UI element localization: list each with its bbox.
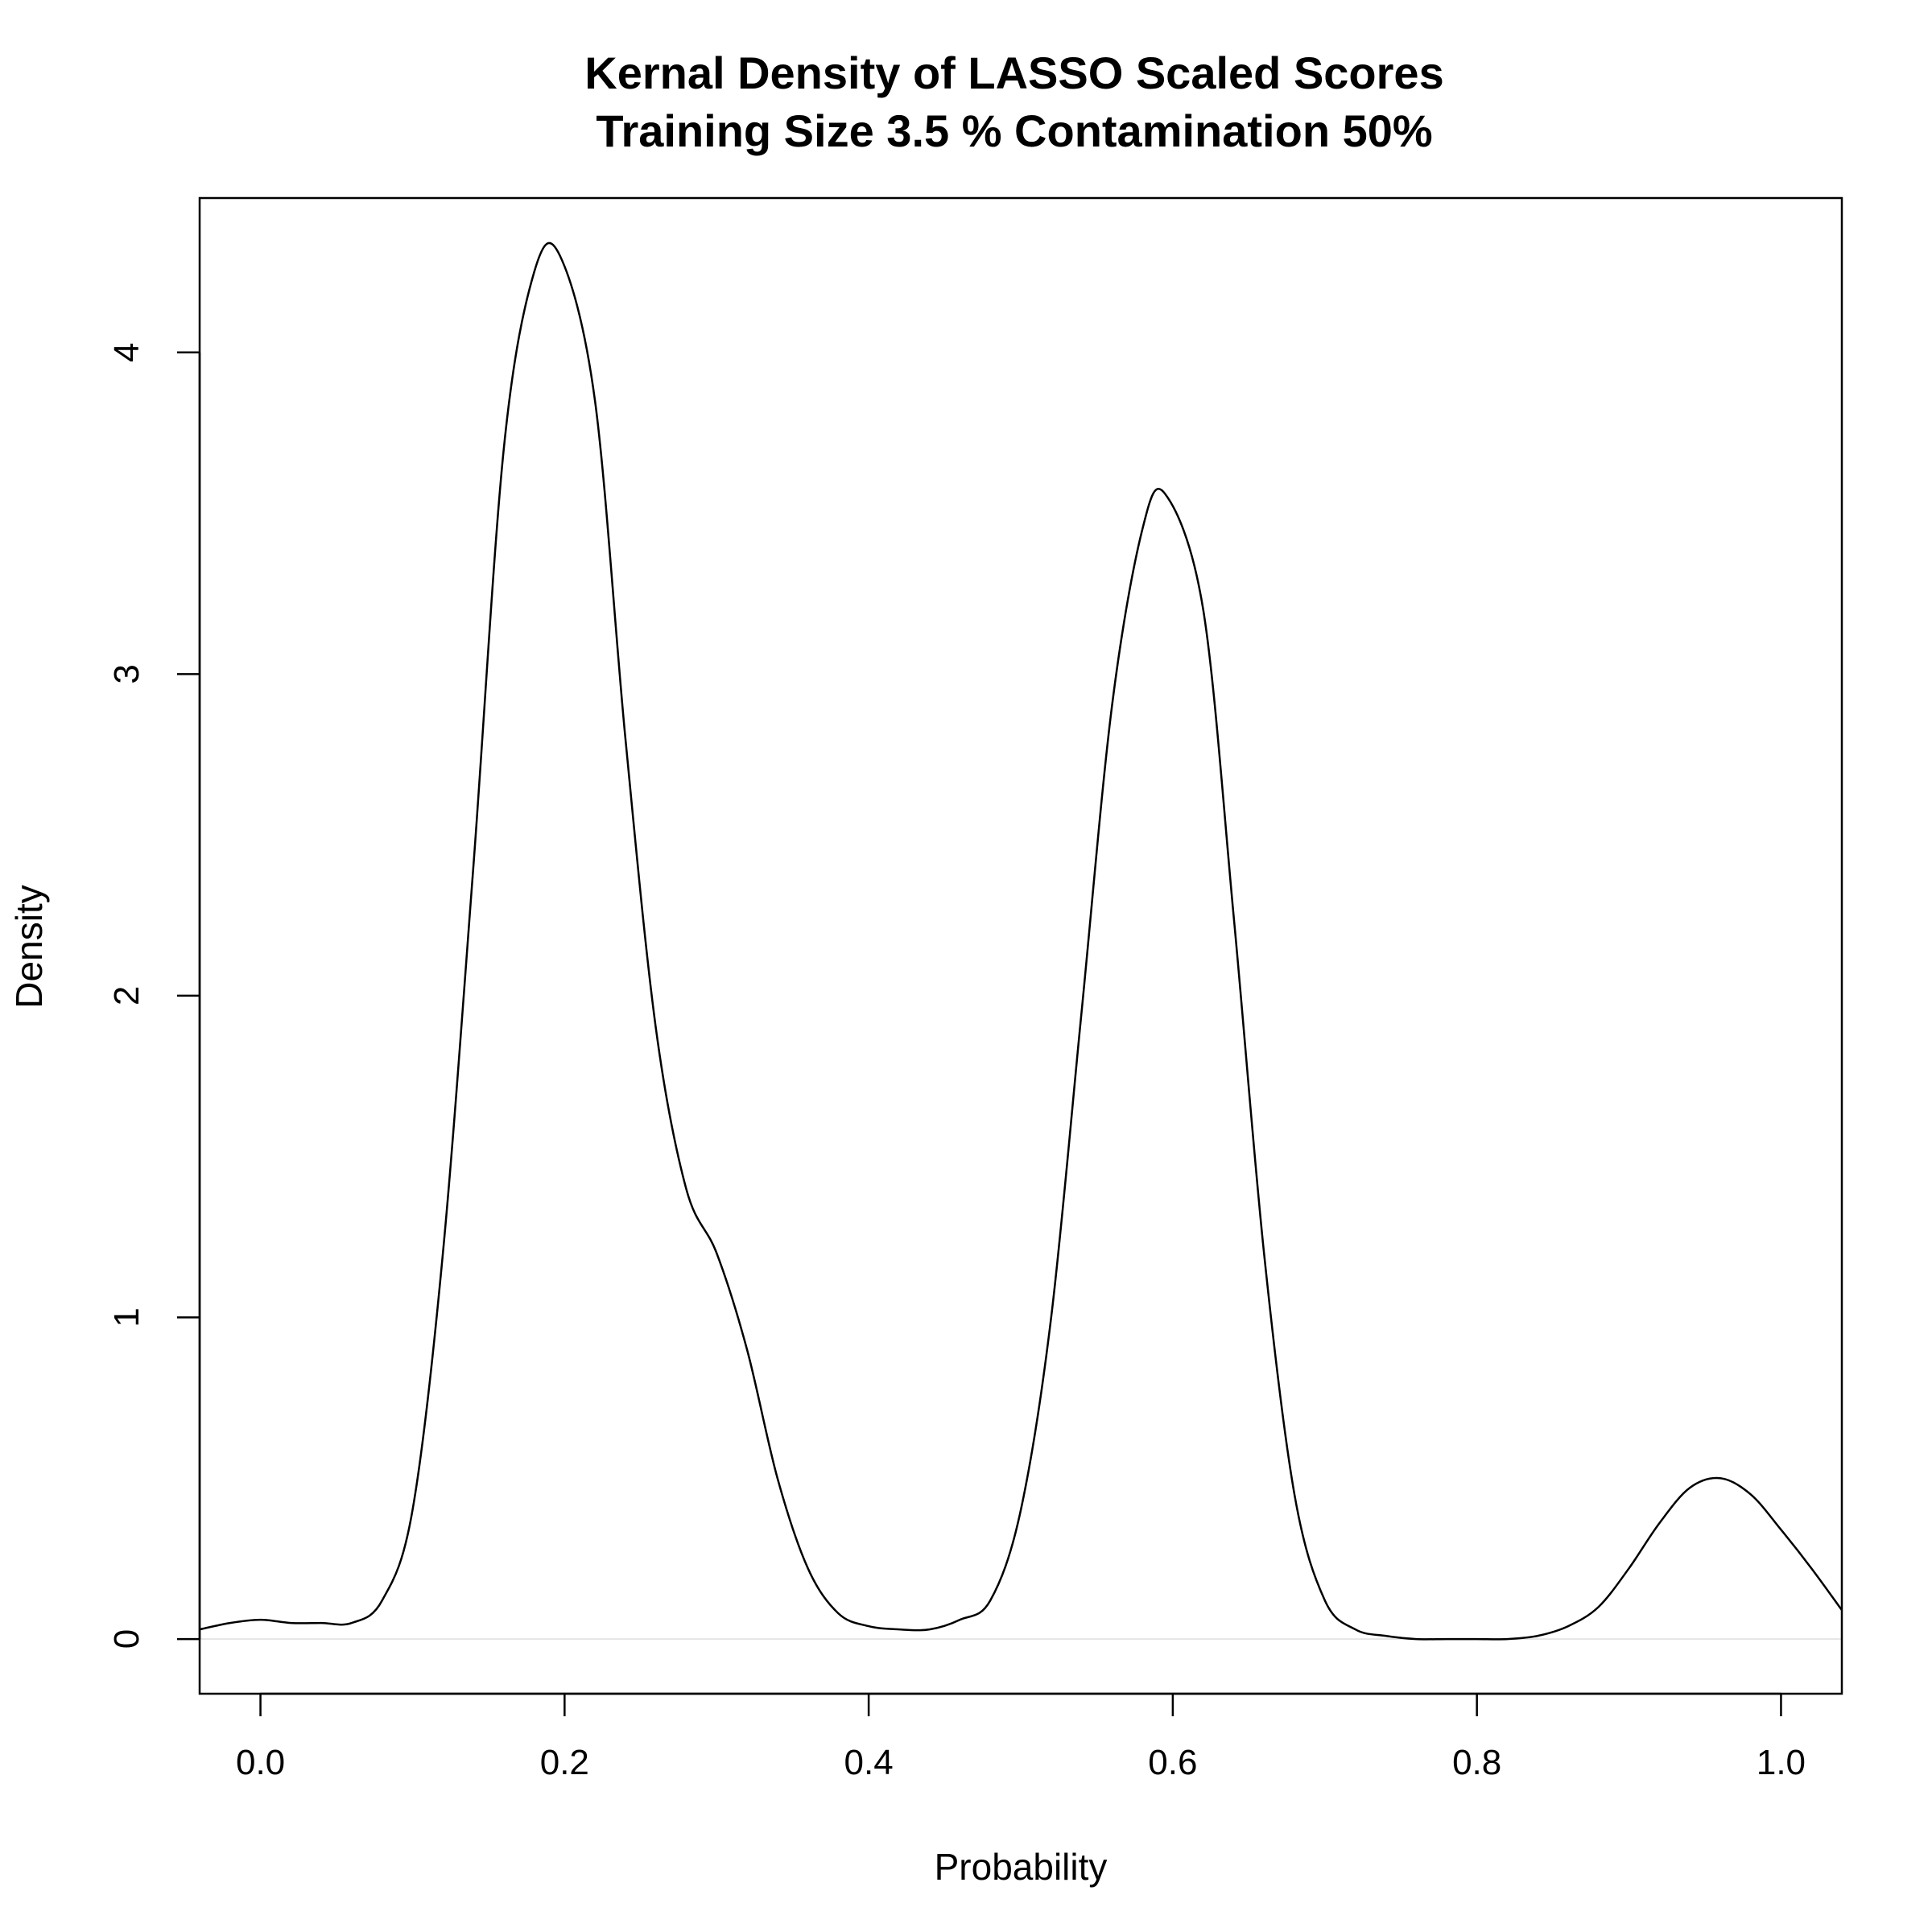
x-axis: 0.0 0.2 0.4 0.6 0.8 1.0 [236,1692,1806,1782]
x-tick-label: 1.0 [1757,1743,1806,1782]
plot-frame [198,196,1843,1695]
y-axis-label: Density [8,885,50,1008]
y-tick-label: 0 [107,1629,147,1649]
series-line-density [199,242,1843,1641]
x-tick-label: 0.4 [844,1743,894,1782]
y-tick-label: 1 [107,1307,147,1327]
chart-title: Kernal Density of LASSO Scaled Scores [584,47,1443,98]
y-tick-label: 3 [107,664,147,683]
chart-subtitle: Training Size 3.5 % Contamination 50% [596,105,1432,156]
x-tick-label: 0.0 [236,1743,285,1782]
x-axis-label: Probability [935,1846,1108,1888]
y-tick-label: 4 [107,343,147,362]
x-tick-label: 0.8 [1452,1743,1501,1782]
y-axis: 0 1 2 3 4 [107,343,201,1649]
y-tick-label: 2 [107,986,147,1005]
x-tick-label: 0.6 [1148,1743,1197,1782]
x-tick-label: 0.2 [540,1743,589,1782]
